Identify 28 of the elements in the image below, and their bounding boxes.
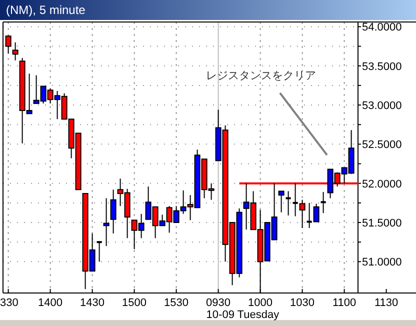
x-tick-label: 1500: [122, 297, 147, 309]
candlestick: [286, 190, 291, 216]
candlestick: [103, 198, 110, 247]
annotation: レジスタンスをクリア: [206, 70, 316, 82]
x-tick-label: 0930: [206, 297, 231, 309]
x-tick-label: 1530: [164, 297, 189, 309]
x-tick-label: 1400: [38, 297, 63, 309]
x-tick-label: 1030: [290, 297, 315, 309]
x-tick-label: 330: [0, 297, 18, 309]
y-tick-label: 52.5000: [362, 139, 402, 152]
x-tick-label: 1100: [332, 297, 356, 309]
y-tick-label: 53.0000: [362, 100, 402, 112]
candlestick: [12, 42, 18, 61]
chart-title: (NM), 5 minute: [6, 3, 86, 17]
candlestick: [320, 191, 326, 214]
candlestick: [5, 34, 12, 54]
y-tick-label: 52.0000: [362, 178, 402, 190]
y-tick-label: 51.0000: [362, 256, 402, 269]
candlestick: [110, 189, 116, 234]
x-tick-label: 1000: [248, 297, 273, 309]
y-tick-label: 51.5000: [362, 218, 402, 230]
y-tick-label: 53.5000: [362, 60, 402, 73]
candlestick: [96, 241, 102, 262]
candlestick: [278, 190, 284, 213]
x-axis-title: 10-09 Tuesday: [206, 309, 280, 321]
x-tick-label: 1430: [80, 297, 105, 309]
y-tick-label: 54.0000: [362, 22, 402, 34]
x-tick-label: 1130: [374, 297, 398, 309]
